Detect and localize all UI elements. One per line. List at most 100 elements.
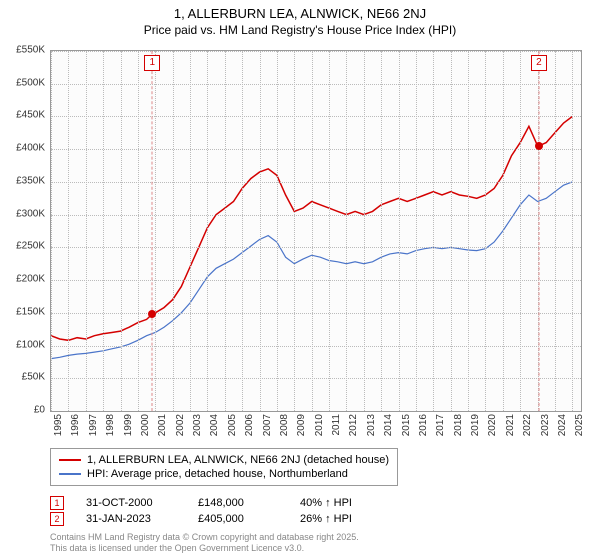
legend-label-1: 1, ALLERBURN LEA, ALNWICK, NE66 2NJ (det… bbox=[87, 454, 389, 466]
xtick-label: 2003 bbox=[192, 414, 203, 436]
footer-line-1: Contains HM Land Registry data © Crown c… bbox=[50, 532, 359, 543]
xtick-label: 2013 bbox=[366, 414, 377, 436]
chart-title: 1, ALLERBURN LEA, ALNWICK, NE66 2NJ bbox=[0, 0, 600, 21]
gridline-v bbox=[190, 51, 191, 411]
marker-table: 1 31-OCT-2000 £148,000 40% ↑ HPI 2 31-JA… bbox=[50, 495, 352, 527]
xtick-label: 2007 bbox=[262, 414, 273, 436]
gridline-h bbox=[51, 215, 581, 216]
xtick-label: 2000 bbox=[140, 414, 151, 436]
gridline-v bbox=[399, 51, 400, 411]
marker-date: 31-OCT-2000 bbox=[86, 497, 176, 509]
gridline-h bbox=[51, 280, 581, 281]
marker-row: 2 31-JAN-2023 £405,000 26% ↑ HPI bbox=[50, 511, 352, 527]
gridline-h bbox=[51, 84, 581, 85]
legend-row: 1, ALLERBURN LEA, ALNWICK, NE66 2NJ (det… bbox=[59, 453, 389, 467]
gridline-v bbox=[242, 51, 243, 411]
gridline-v bbox=[381, 51, 382, 411]
xtick-label: 1999 bbox=[123, 414, 134, 436]
xtick-label: 2014 bbox=[383, 414, 394, 436]
marker-flag: 2 bbox=[531, 55, 547, 71]
marker-price: £405,000 bbox=[198, 513, 278, 525]
marker-flag: 1 bbox=[144, 55, 160, 71]
gridline-v bbox=[572, 51, 573, 411]
gridline-v bbox=[277, 51, 278, 411]
ytick-label: £500K bbox=[5, 77, 45, 88]
xtick-label: 2011 bbox=[331, 414, 342, 436]
legend-label-2: HPI: Average price, detached house, Nort… bbox=[87, 468, 348, 480]
gridline-v bbox=[207, 51, 208, 411]
ytick-label: £200K bbox=[5, 274, 45, 285]
gridline-v bbox=[451, 51, 452, 411]
xtick-label: 2009 bbox=[296, 414, 307, 436]
ytick-label: £50K bbox=[5, 372, 45, 383]
xtick-label: 2016 bbox=[418, 414, 429, 436]
ytick-label: £0 bbox=[5, 405, 45, 416]
ytick-label: £100K bbox=[5, 339, 45, 350]
xtick-label: 2021 bbox=[505, 414, 516, 436]
marker-date: 31-JAN-2023 bbox=[86, 513, 176, 525]
xtick-label: 2010 bbox=[314, 414, 325, 436]
gridline-h bbox=[51, 182, 581, 183]
ytick-label: £150K bbox=[5, 306, 45, 317]
xtick-label: 1998 bbox=[105, 414, 116, 436]
chart-container: 1, ALLERBURN LEA, ALNWICK, NE66 2NJ Pric… bbox=[0, 0, 600, 560]
gridline-v bbox=[346, 51, 347, 411]
gridline-v bbox=[312, 51, 313, 411]
gridline-h bbox=[51, 149, 581, 150]
plot-area: 12 bbox=[50, 50, 582, 412]
ytick-label: £300K bbox=[5, 208, 45, 219]
marker-box-1: 1 bbox=[50, 496, 64, 510]
gridline-v bbox=[329, 51, 330, 411]
ytick-label: £350K bbox=[5, 175, 45, 186]
gridline-v bbox=[520, 51, 521, 411]
gridline-h bbox=[51, 378, 581, 379]
gridline-v bbox=[433, 51, 434, 411]
xtick-label: 2017 bbox=[435, 414, 446, 436]
ytick-label: £400K bbox=[5, 143, 45, 154]
xtick-label: 2018 bbox=[453, 414, 464, 436]
xtick-label: 2025 bbox=[574, 414, 585, 436]
legend-row: HPI: Average price, detached house, Nort… bbox=[59, 467, 389, 481]
marker-price: £148,000 bbox=[198, 497, 278, 509]
gridline-v bbox=[468, 51, 469, 411]
marker-box-2: 2 bbox=[50, 512, 64, 526]
xtick-label: 2020 bbox=[487, 414, 498, 436]
xtick-label: 2004 bbox=[209, 414, 220, 436]
gridline-h bbox=[51, 346, 581, 347]
gridline-h bbox=[51, 247, 581, 248]
gridline-v bbox=[485, 51, 486, 411]
legend: 1, ALLERBURN LEA, ALNWICK, NE66 2NJ (det… bbox=[50, 448, 398, 486]
xtick-label: 2001 bbox=[157, 414, 168, 436]
gridline-v bbox=[138, 51, 139, 411]
plot-inner: 12 bbox=[51, 51, 581, 411]
xtick-label: 2023 bbox=[540, 414, 551, 436]
gridline-v bbox=[225, 51, 226, 411]
xtick-label: 2008 bbox=[279, 414, 290, 436]
footer-line-2: This data is licensed under the Open Gov… bbox=[50, 543, 359, 554]
marker-pct: 40% ↑ HPI bbox=[300, 497, 352, 509]
gridline-v bbox=[416, 51, 417, 411]
gridline-v bbox=[103, 51, 104, 411]
xtick-label: 1995 bbox=[53, 414, 64, 436]
xtick-label: 2022 bbox=[522, 414, 533, 436]
xtick-label: 2002 bbox=[175, 414, 186, 436]
chart-lines bbox=[51, 51, 581, 411]
xtick-label: 2012 bbox=[348, 414, 359, 436]
gridline-v bbox=[121, 51, 122, 411]
gridline-v bbox=[51, 51, 52, 411]
ytick-label: £550K bbox=[5, 45, 45, 56]
chart-subtitle: Price paid vs. HM Land Registry's House … bbox=[0, 21, 600, 37]
footer: Contains HM Land Registry data © Crown c… bbox=[50, 532, 359, 554]
gridline-v bbox=[364, 51, 365, 411]
gridline-v bbox=[173, 51, 174, 411]
marker-dot bbox=[148, 310, 156, 318]
marker-dot bbox=[535, 142, 543, 150]
legend-swatch-1 bbox=[59, 459, 81, 461]
xtick-label: 1996 bbox=[70, 414, 81, 436]
xtick-label: 2006 bbox=[244, 414, 255, 436]
xtick-label: 2005 bbox=[227, 414, 238, 436]
gridline-h bbox=[51, 51, 581, 52]
gridline-v bbox=[68, 51, 69, 411]
gridline-v bbox=[86, 51, 87, 411]
gridline-v bbox=[155, 51, 156, 411]
